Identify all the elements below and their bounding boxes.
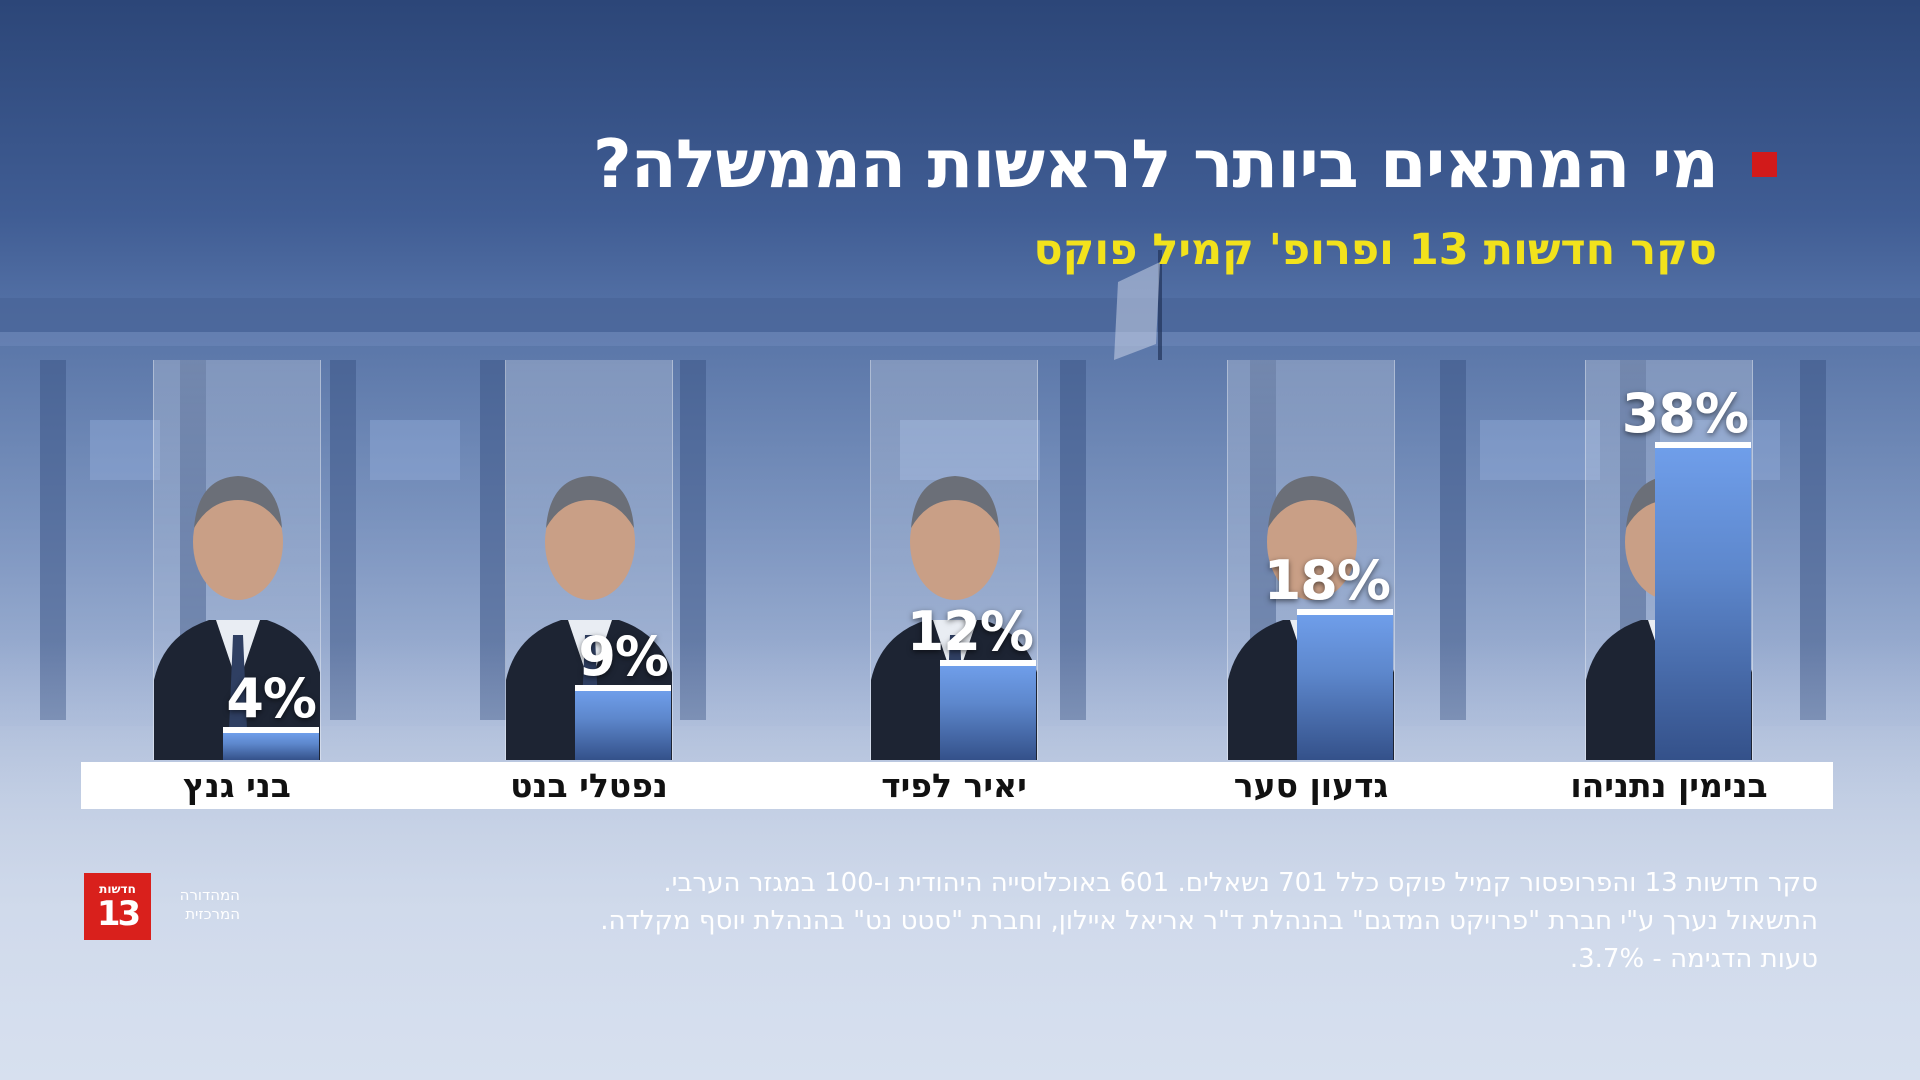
channel-13-logo: חדשות 13 [84,873,151,940]
footnote-line-1: סקר חדשות 13 והפרופסור קמיל פוקס כלל 701… [663,868,1818,898]
title-block: מי המתאים ביותר לראשות הממשלה? סקר חדשות… [593,125,1777,275]
logo-number: 13 [96,893,141,934]
bar-value-label: 4% [226,667,317,730]
bar [223,727,319,760]
footnote-line-3: טעות הדגימה - 3.7%. [1569,944,1818,974]
title-bullet-icon [1752,151,1777,177]
candidate-label-strip [81,762,1833,809]
candidate-name: יאיר לפיד [881,766,1027,805]
bar-value-label: 18% [1263,549,1391,612]
survey-footnote: סקר חדשות 13 והפרופסור קמיל פוקס כלל 701… [338,864,1818,978]
bar [940,660,1036,760]
bar-value-label: 38% [1621,382,1749,445]
candidate-name: בני גנץ [183,766,291,805]
logo-top-text: חדשות [99,881,136,896]
logo-caption: המהדורה המרכזית [165,886,240,924]
candidate-name: גדעון סער [1233,766,1389,805]
candidate-name: בנימין נתניהו [1570,766,1768,805]
logo-caption-line-1: המהדורה [179,886,240,904]
bar-value-label: 9% [578,625,669,688]
candidate-photo [153,360,321,760]
logo-caption-line-2: המרכזית [185,905,240,923]
bar [1297,609,1393,760]
bar [575,685,671,760]
bar [1655,442,1751,760]
bar-value-label: 12% [906,600,1034,663]
chart-subtitle: סקר חדשות 13 ופרופ' קמיל פוקס [1033,225,1717,275]
footnote-line-2: התשאול נערך ע"י חברת "פרויקט המדגם" בהנה… [600,906,1818,936]
bar-chart: 38% 18% 12% 9% 4% [0,360,1920,760]
chart-title: מי המתאים ביותר לראשות הממשלה? [592,125,1719,203]
candidate-name: נפטלי בנט [510,766,668,805]
